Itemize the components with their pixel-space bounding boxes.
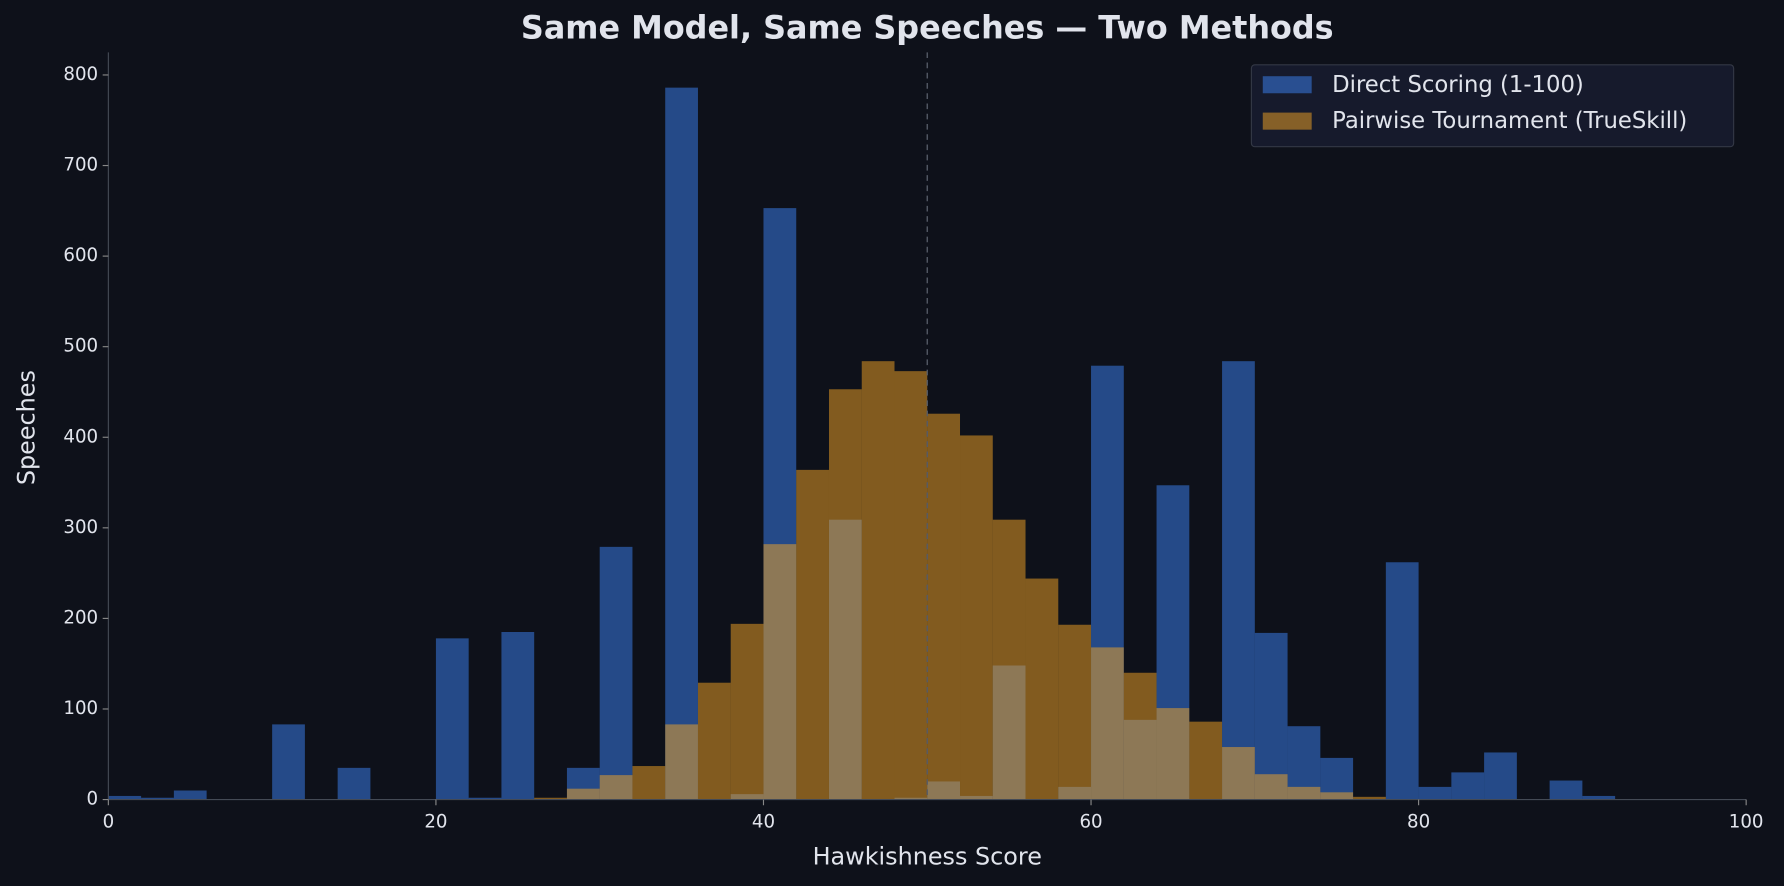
- histogram-bar: [697, 682, 731, 800]
- y-tick-label: 100: [63, 698, 98, 719]
- legend-swatch: [1262, 76, 1312, 94]
- histogram-bar: [141, 797, 174, 800]
- histogram-bar: [1451, 772, 1485, 800]
- histogram-bar: [1353, 796, 1386, 800]
- histogram-bar: [1254, 774, 1288, 800]
- legend-label: Pairwise Tournament (TrueSkill): [1332, 108, 1687, 134]
- histogram-bar: [665, 724, 698, 800]
- histogram-bar: [337, 767, 371, 800]
- y-tick-label: 600: [63, 245, 98, 266]
- histogram-bar: [468, 797, 502, 800]
- y-tick-label: 200: [63, 607, 98, 628]
- histogram-bar: [599, 546, 633, 800]
- histogram-bar: [1156, 708, 1190, 800]
- histogram-bar: [1189, 721, 1223, 800]
- histogram-bar: [435, 638, 469, 800]
- histogram-bar: [1484, 752, 1517, 800]
- histogram-bar: [1123, 672, 1157, 800]
- histogram-bar: [501, 631, 535, 800]
- histogram-bar: [992, 519, 1026, 800]
- legend-label: Direct Scoring (1-100): [1332, 72, 1584, 98]
- histogram-bar: [894, 371, 928, 800]
- histogram-bar: [1058, 624, 1092, 800]
- histogram-bar: [665, 87, 698, 800]
- legend-swatch: [1262, 112, 1312, 130]
- histogram-bar: [960, 435, 993, 800]
- histogram-bar: [1385, 562, 1419, 800]
- histogram-bar: [632, 766, 666, 800]
- histogram-bar: [861, 361, 895, 800]
- histogram-bar: [599, 775, 633, 800]
- histogram-bar: [927, 413, 961, 800]
- x-tick-label: 100: [1729, 811, 1764, 832]
- histogram-bar: [272, 724, 305, 800]
- histogram-bar: [1287, 786, 1321, 800]
- legend: Direct Scoring (1-100) Pairwise Tournamen…: [1250, 64, 1735, 148]
- x-tick-label: 60: [1079, 811, 1102, 832]
- y-tick-label: 700: [63, 155, 98, 176]
- histogram-bar: [730, 623, 764, 800]
- histogram-bar: [173, 790, 207, 800]
- histogram-bar: [1254, 632, 1288, 800]
- histogram-bar: [796, 469, 829, 800]
- legend-box: [1250, 64, 1735, 148]
- histogram-bar: [1582, 795, 1616, 800]
- x-tick-label: 20: [424, 811, 447, 832]
- histogram-bar: [1222, 361, 1255, 800]
- histogram-bar: [1025, 578, 1059, 800]
- histogram-bar: [1418, 786, 1452, 800]
- histogram-bar: [1320, 792, 1354, 800]
- y-tick-label: 500: [63, 336, 98, 357]
- y-tick-label: 300: [63, 517, 98, 538]
- histogram-bar: [828, 389, 862, 800]
- histogram-bar: [1091, 647, 1124, 800]
- histogram-bar: [566, 788, 600, 800]
- histogram-bar: [108, 795, 142, 800]
- y-axis-label: Speeches: [13, 370, 41, 485]
- y-tick-label: 0: [87, 789, 99, 810]
- y-tick-label: 800: [63, 64, 98, 85]
- histogram-bar: [1222, 747, 1255, 800]
- x-tick-label: 40: [752, 811, 775, 832]
- histogram-bar: [763, 544, 797, 800]
- x-tick-label: 0: [103, 811, 115, 832]
- x-tick-label: 80: [1407, 811, 1430, 832]
- chart-title: Same Model, Same Speeches — Two Methods: [521, 9, 1334, 47]
- histogram-bar: [1549, 780, 1583, 800]
- x-axis-label: Hawkishness Score: [813, 843, 1042, 871]
- y-tick-label: 400: [63, 426, 98, 447]
- histogram-bar: [534, 797, 567, 800]
